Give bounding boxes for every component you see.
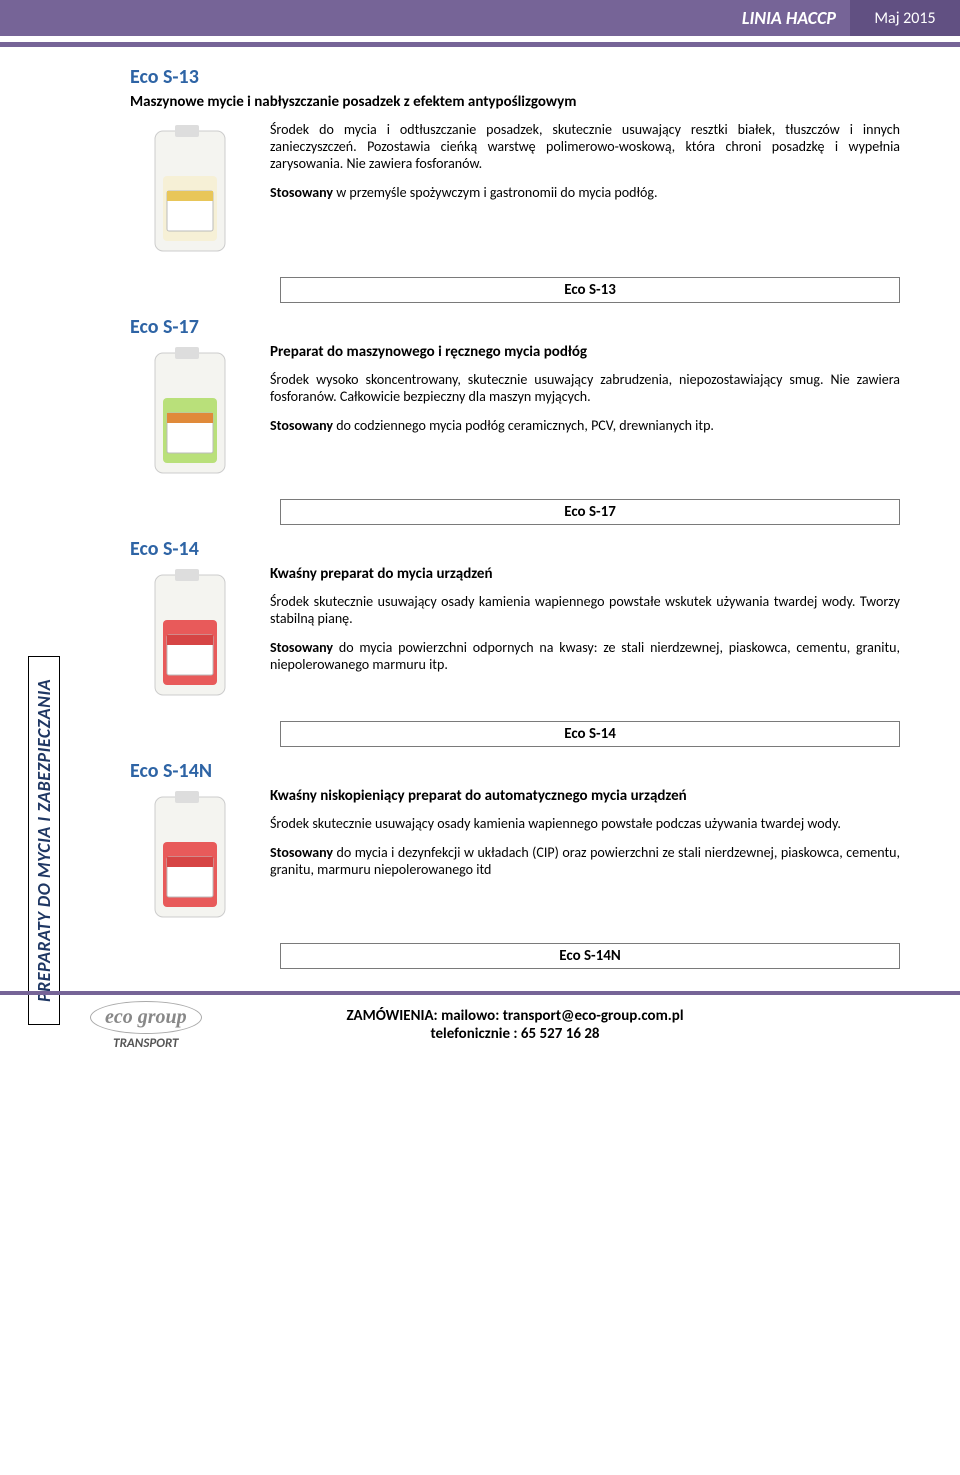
page-footer: eco group TRANSPORT ZAMÓWIENIA: mailowo:… bbox=[0, 991, 960, 1063]
desc-text: Środek skutecznie usuwający osady kamien… bbox=[270, 815, 900, 832]
product-description: Kwaśny niskopieniący preparat do automat… bbox=[270, 787, 900, 890]
product-subtitle: Kwaśny preparat do mycia urządzeń bbox=[270, 565, 900, 583]
desc-text: Środek wysoko skoncentrowany, skutecznie… bbox=[270, 371, 900, 405]
usage-text: Stosowany do mycia i dezynfekcji w układ… bbox=[270, 844, 900, 878]
order-phone: telefonicznie : 65 527 16 28 bbox=[130, 1025, 900, 1043]
bottle-icon bbox=[145, 565, 235, 705]
product-description: Kwaśny preparat do mycia urządzeń Środek… bbox=[270, 565, 900, 685]
product-description: Preparat do maszynowego i ręcznego mycia… bbox=[270, 343, 900, 446]
product-image bbox=[130, 565, 250, 705]
product-name-bar: Eco S-17 bbox=[280, 499, 900, 525]
product-row: Środek do mycia i odtłuszczanie posadzek… bbox=[130, 121, 900, 261]
product-code: Eco S-14N bbox=[130, 759, 900, 783]
product-code: Eco S-14 bbox=[130, 537, 900, 561]
product-row: Kwaśny preparat do mycia urządzeń Środek… bbox=[130, 565, 900, 705]
sidebar-category-label: PREPARATY DO MYCIA I ZABEZPIECZANIA bbox=[28, 656, 60, 1025]
desc-text: Środek skutecznie usuwający osady kamien… bbox=[270, 593, 900, 627]
product-code: Eco S-13 bbox=[130, 65, 900, 89]
product-subtitle: Maszynowe mycie i nabłyszczanie posadzek… bbox=[130, 93, 900, 111]
header-rule bbox=[0, 42, 960, 47]
product-row: Kwaśny niskopieniący preparat do automat… bbox=[130, 787, 900, 927]
date-label: Maj 2015 bbox=[850, 0, 960, 36]
product-name-bar: Eco S-13 bbox=[280, 277, 900, 303]
product-image bbox=[130, 121, 250, 261]
usage-text: Stosowany w przemyśle spożywczym i gastr… bbox=[270, 184, 900, 201]
order-email: ZAMÓWIENIA: mailowo: transport@eco-group… bbox=[130, 1007, 900, 1025]
product-subtitle: Preparat do maszynowego i ręcznego mycia… bbox=[270, 343, 900, 361]
page-header: LINIA HACCP Maj 2015 bbox=[0, 0, 960, 36]
product-image bbox=[130, 787, 250, 927]
product-name-bar: Eco S-14N bbox=[280, 943, 900, 969]
product-name-bar: Eco S-14 bbox=[280, 721, 900, 747]
logo-subtext: TRANSPORT bbox=[90, 1036, 202, 1051]
product-image bbox=[130, 343, 250, 483]
category-label: LINIA HACCP bbox=[0, 0, 850, 36]
product-description: Środek do mycia i odtłuszczanie posadzek… bbox=[270, 121, 900, 213]
bottle-icon bbox=[145, 343, 235, 483]
product-row: Preparat do maszynowego i ręcznego mycia… bbox=[130, 343, 900, 483]
desc-text: Środek do mycia i odtłuszczanie posadzek… bbox=[270, 121, 900, 172]
company-logo: eco group TRANSPORT bbox=[90, 1001, 202, 1051]
bottle-icon bbox=[145, 787, 235, 927]
usage-text: Stosowany do mycia powierzchni odpornych… bbox=[270, 639, 900, 673]
product-subtitle: Kwaśny niskopieniący preparat do automat… bbox=[270, 787, 900, 805]
logo-text: eco group bbox=[90, 1001, 202, 1034]
usage-text: Stosowany do codziennego mycia podłóg ce… bbox=[270, 417, 900, 434]
bottle-icon bbox=[145, 121, 235, 261]
product-code: Eco S-17 bbox=[130, 315, 900, 339]
